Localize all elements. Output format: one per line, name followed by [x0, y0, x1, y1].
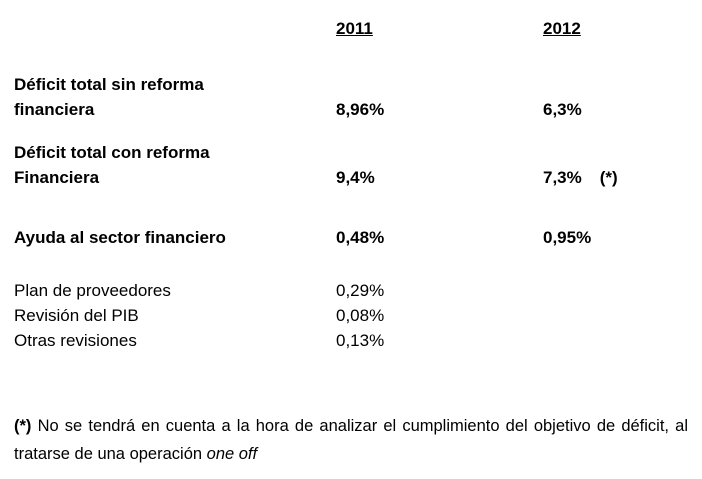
footnote-ref: (*) [599, 168, 618, 187]
footnote-text: No se tendrá en cuenta a la hora de anal… [14, 417, 688, 463]
value-2011: 0,48% [336, 228, 385, 247]
table-row: Ayuda al sector financiero 0,48% 0,95% [14, 225, 690, 250]
value-2011: 0,08% [336, 306, 385, 325]
footnote-italic-text: one off [206, 445, 258, 463]
value-2012: 6,3% [543, 100, 582, 119]
footnote: (*) No se tendrá en cuenta a la hora de … [14, 412, 688, 468]
value-2011: 8,96% [336, 100, 385, 119]
column-header-2011: 2011 [336, 19, 373, 38]
column-header-2012: 2012 [543, 19, 581, 38]
value-2011: 0,13% [336, 331, 385, 350]
table-row: Otras revisiones 0,13% [14, 328, 690, 353]
row-label: Ayuda al sector financiero [14, 228, 226, 247]
table-header-row: 2011 2012 [14, 16, 690, 41]
row-label: Déficit total sin reforma financiera [14, 75, 204, 119]
footnote-marker: (*) [14, 417, 32, 435]
table-row: Plan de proveedores 0,29% [14, 278, 690, 303]
table-row: Déficit total con reforma Financiera 9,4… [14, 140, 690, 190]
table-row: Déficit total sin reforma financiera 8,9… [14, 72, 690, 122]
row-label: Revisión del PIB [14, 306, 139, 325]
value-2011: 0,29% [336, 281, 385, 300]
value-2012: 0,95% [543, 228, 592, 247]
table-row: Revisión del PIB 0,08% [14, 303, 690, 328]
value-2011: 9,4% [336, 168, 375, 187]
row-label: Otras revisiones [14, 331, 137, 350]
value-2012: 7,3% [543, 168, 582, 187]
row-label: Plan de proveedores [14, 281, 171, 300]
row-label: Déficit total con reforma Financiera [14, 143, 210, 187]
